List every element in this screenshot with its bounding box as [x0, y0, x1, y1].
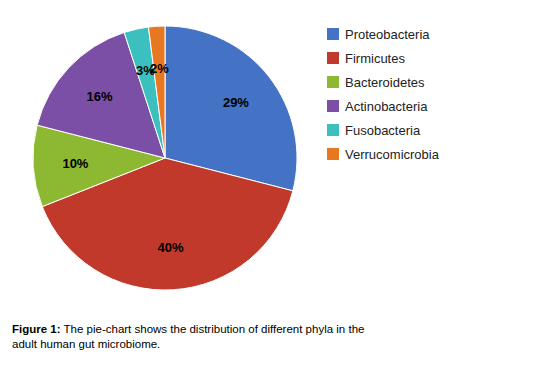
- caption: Figure 1: The pie-chart shows the distri…: [12, 323, 364, 350]
- legend-label: Firmicutes: [345, 51, 405, 66]
- legend: Proteobacteria Firmicutes Bacteroidetes Act…: [327, 27, 440, 162]
- data-label: 16%: [87, 89, 113, 104]
- caption-text: The pie-chart shows the distribution of …: [61, 323, 365, 335]
- legend-swatch: [327, 76, 339, 88]
- legend-label: Actinobacteria: [345, 99, 428, 114]
- legend-label: Bacteroidetes: [345, 75, 425, 90]
- data-labels: 29%40%10%16%3%2%: [62, 61, 249, 255]
- data-label: 40%: [158, 240, 184, 255]
- data-label: 10%: [62, 156, 88, 171]
- legend-item: Fusobacteria: [327, 123, 421, 138]
- legend-swatch: [327, 124, 339, 136]
- legend-item: Bacteroidetes: [327, 75, 425, 90]
- legend-item: Firmicutes: [327, 51, 405, 66]
- legend-swatch: [327, 28, 339, 40]
- legend-item: Actinobacteria: [327, 99, 428, 114]
- pie: [33, 26, 297, 290]
- legend-item: Proteobacteria: [327, 27, 430, 42]
- legend-swatch: [327, 100, 339, 112]
- legend-label: Verrucomicrobia: [345, 147, 440, 162]
- data-label: 2%: [150, 61, 169, 76]
- legend-swatch: [327, 148, 339, 160]
- legend-label: Fusobacteria: [345, 123, 421, 138]
- legend-label: Proteobacteria: [345, 27, 430, 42]
- data-label: 29%: [223, 95, 249, 110]
- legend-item: Verrucomicrobia: [327, 147, 440, 162]
- caption-bold: Figure 1:: [12, 323, 61, 335]
- pie-slice: [148, 26, 165, 158]
- chart: 29%40%10%16%3%2%ProteobacteriaFirmicutes…: [0, 0, 557, 386]
- legend-swatch: [327, 52, 339, 64]
- caption-text: adult human gut microbiome.: [12, 338, 160, 350]
